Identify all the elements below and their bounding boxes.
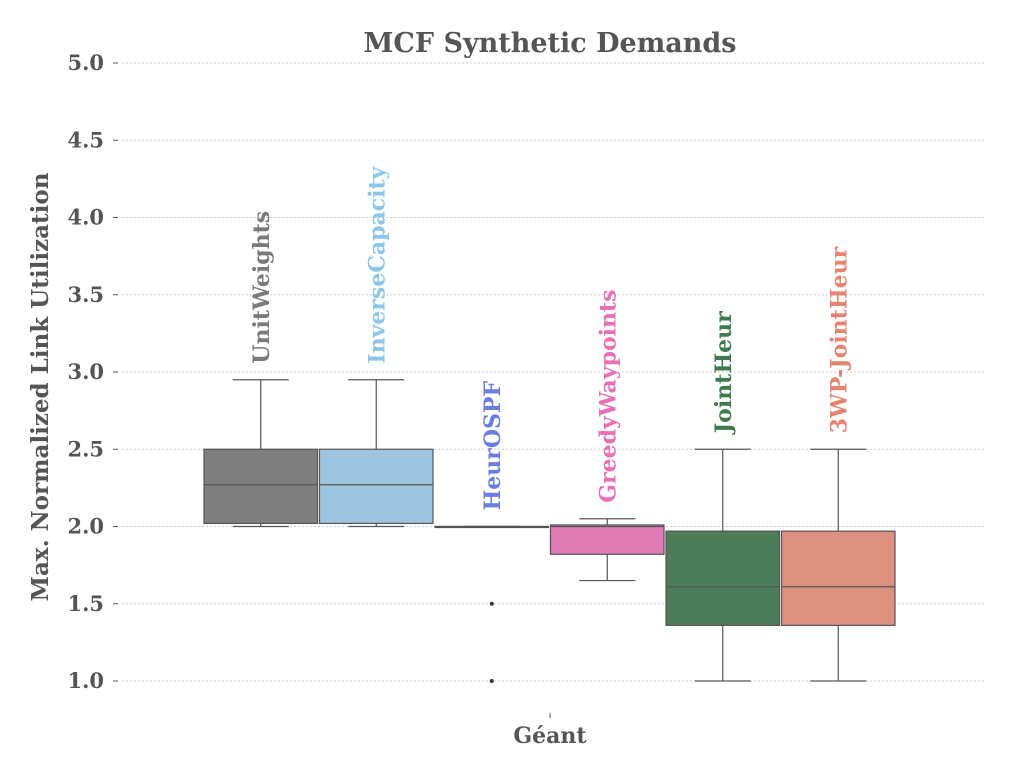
box-iqr — [203, 448, 319, 525]
box-heurospf — [434, 525, 550, 683]
series-label-jointheur: JointHeur — [711, 311, 737, 435]
box-unitweights — [203, 379, 319, 528]
series-label-heurospf: HeurOSPF — [480, 381, 506, 511]
box-inversecapacity — [318, 379, 434, 528]
y-axis-label: Max. Normalized Link Utilization — [27, 172, 54, 601]
box-iqr — [665, 530, 781, 626]
series-label-unitweights: UnitWeights — [249, 211, 275, 364]
x-category-label: Géant — [513, 723, 587, 749]
y-tick-label: 3.0 — [67, 359, 104, 384]
outlier-point — [489, 679, 494, 683]
y-axis-ticks: 1.0 1.5 2.0 2.5 3.0 3.5 4.0 4.5 5.0 — [67, 50, 118, 693]
box-plot-layer — [203, 379, 896, 683]
y-tick-label: 1.0 — [67, 668, 104, 693]
y-tick-label: 5.0 — [67, 50, 104, 75]
y-tick-label: 1.5 — [67, 591, 104, 616]
series-label-greedywaypoints: GreedyWaypoints — [595, 289, 621, 502]
series-label-inversecapacity: InverseCapacity — [364, 165, 390, 363]
box-iqr — [549, 524, 665, 555]
series-label-3wp-jointheur: 3WP-JointHeur — [826, 246, 852, 433]
y-tick-label: 2.5 — [67, 436, 104, 461]
y-tick-label: 4.5 — [67, 127, 104, 152]
box-jointheur — [665, 448, 781, 682]
series-label-layer: UnitWeights InverseCapacity HeurOSPF Greedy… — [249, 165, 853, 510]
chart-title: MCF Synthetic Demands — [364, 28, 737, 59]
box-iqr — [318, 448, 434, 525]
y-tick-label: 3.5 — [67, 282, 104, 307]
y-tick-label: 4.0 — [67, 205, 104, 230]
x-axis-categories: Géant — [513, 713, 587, 749]
box-greedywaypoints — [549, 518, 665, 582]
box-3wp-jointheur — [780, 448, 896, 682]
box-iqr — [780, 530, 896, 626]
y-tick-label: 2.0 — [67, 514, 104, 539]
outlier-point — [489, 601, 494, 606]
